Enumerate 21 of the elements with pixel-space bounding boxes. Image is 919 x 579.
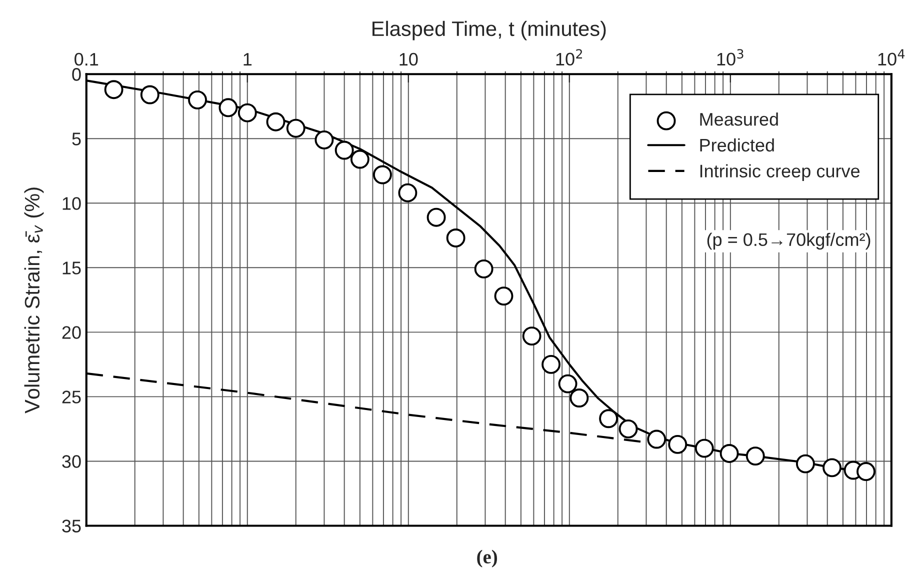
y-tick-label: 0 — [72, 68, 81, 81]
legend-label: Intrinsic creep curve — [700, 164, 860, 182]
y-tick-label: 25 — [62, 390, 81, 404]
y-tick-label: 5 — [72, 132, 81, 146]
annotation: (p = 0.5→70kgf/cm²) — [707, 232, 870, 250]
x-tick-label: 10$^{3}$ — [717, 49, 744, 66]
y-axis-title: Volumetric Strain, ε̄$_{v}$ (%) — [24, 188, 44, 414]
x-tick-label: 1 — [244, 53, 252, 66]
x-tick-label: 10 — [400, 52, 418, 66]
x-tick-label: 0.1 — [74, 52, 98, 66]
y-tick-label: 20 — [62, 326, 81, 339]
legend-label: Measured — [700, 112, 778, 126]
y-tick-label: 15 — [62, 262, 81, 274]
x-tick-label: 10$^{4}$ — [878, 49, 905, 66]
y-tick-label: 30 — [62, 455, 81, 468]
x-tick-label: 10$^{2}$ — [556, 49, 582, 66]
text: (e) — [477, 550, 498, 568]
y-tick-label: 35 — [62, 520, 81, 532]
legend-label: Predicted — [700, 138, 774, 152]
x-axis-title: Elasped Time, t (minutes) — [372, 20, 606, 40]
y-tick-label: 10 — [62, 197, 81, 210]
